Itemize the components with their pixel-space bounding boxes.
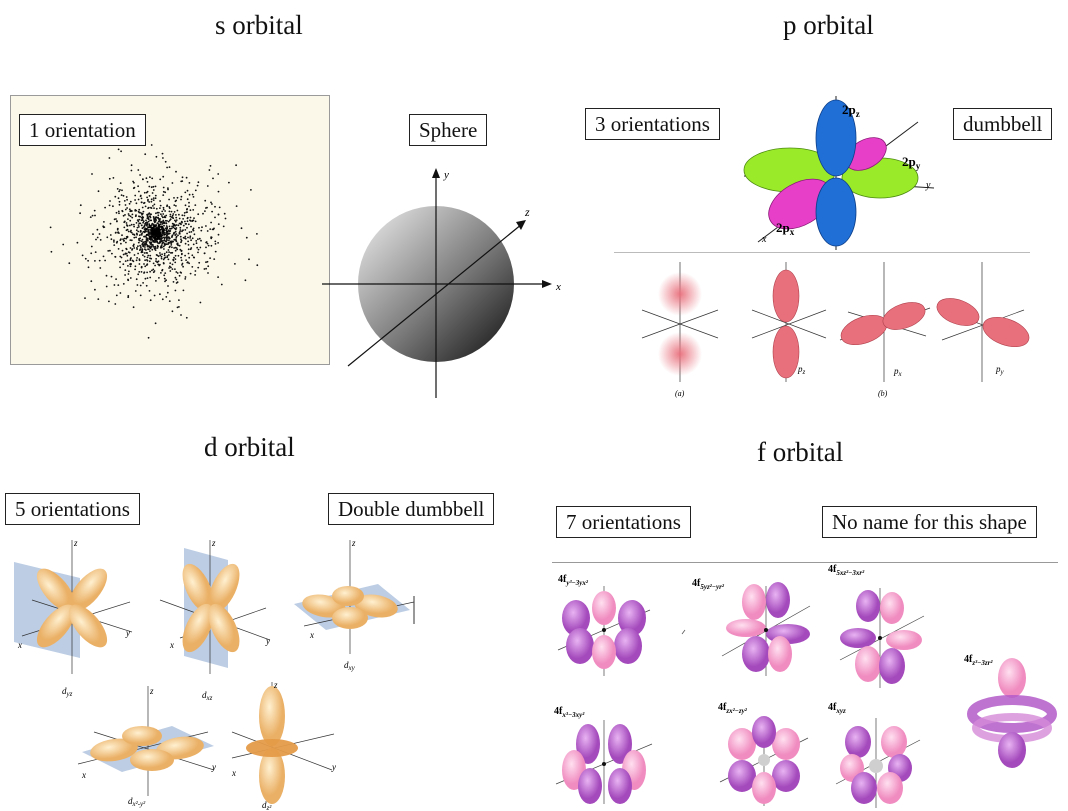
- f-label-zx2: 4fzx²−zy²: [718, 702, 748, 715]
- p-label-2py: 2py: [902, 154, 921, 171]
- f-label-z3: 4fz³−3zr²: [964, 654, 993, 667]
- f-label-x3: 4fx³−3xy²: [554, 706, 585, 719]
- f-orbitals-diagram: 4fy³−3yx² 4f5yz²−yr² 4f5xz²−3xr² 4fz³−3z…: [554, 564, 1057, 808]
- f-label-5xz2: 4f5xz²−3xr²: [828, 564, 865, 577]
- p-caption-a: (a): [675, 389, 685, 398]
- d-yz-axis-y: y: [125, 628, 130, 638]
- p-caption-px: px: [893, 366, 903, 378]
- d-xy-axis-z: z: [351, 538, 356, 548]
- f-panel-divider: [552, 562, 1058, 563]
- p-caption-b: (b): [878, 389, 888, 398]
- d-shape-label: Double dumbbell: [328, 493, 495, 525]
- f-orbital-title: f orbital: [757, 437, 844, 467]
- p-panel-px: px (b): [839, 262, 931, 398]
- d-xz-orbital: dxz y x z: [159, 538, 271, 702]
- d-z2-axis-z: z: [273, 680, 278, 690]
- s-electron-cloud: [49, 126, 259, 339]
- f-orientation-label: 7 orientations: [556, 506, 691, 538]
- d-x2y2-orbital: dx²-y² y x z: [77, 686, 216, 808]
- f-label-y3: 4fy³−3yx²: [558, 574, 589, 587]
- s-shape-label: Sphere: [409, 114, 488, 146]
- d-xy-orbital: dxy x z: [294, 538, 415, 672]
- d-x2y2-axis-y: y: [211, 762, 216, 772]
- p-lobe-z-bottom: [815, 177, 857, 247]
- f-5xz2-orbital: [839, 588, 925, 688]
- d-x2y2-axis-z: z: [149, 686, 154, 696]
- p-panel-a: (a): [641, 262, 719, 398]
- s-orbital-title: s orbital: [215, 10, 303, 40]
- d-xz-axis-x: x: [169, 640, 174, 650]
- f-label-xyz: 4fxyz: [828, 702, 846, 715]
- d-caption-z2: dz²: [262, 800, 272, 811]
- d-x2y2-axis-x: x: [81, 770, 86, 780]
- d-yz-axis-x: x: [17, 640, 22, 650]
- p3d-axis-y: y: [925, 180, 931, 191]
- f-y3-orbital: [557, 586, 651, 676]
- p-label-2pz: 2pz: [842, 102, 860, 119]
- f-zx2-orbital: [719, 716, 809, 806]
- d-orientation-label: 5 orientations: [5, 493, 140, 525]
- p-label-2px: 2px: [776, 220, 795, 237]
- p-panel-frame: [614, 252, 1030, 399]
- p-shape-label: dumbbell: [953, 108, 1053, 140]
- f-label-5yz2: 4f5yz²−yr²: [692, 578, 725, 591]
- d-z2-orbital: dz² y x z: [231, 680, 336, 811]
- p-caption-py: py: [995, 364, 1005, 376]
- d-z2-axis-x: x: [231, 768, 236, 778]
- s-axis-z: z: [524, 205, 530, 219]
- d-z2-axis-y: y: [331, 762, 336, 772]
- s-axis-x: x: [555, 281, 561, 293]
- d-orbital-title: d orbital: [204, 432, 295, 462]
- s-axis-y: y: [443, 169, 449, 181]
- d-xz-axis-y: y: [265, 636, 270, 646]
- d-caption-yz: dyz: [62, 686, 73, 698]
- f-shape-label: No name for this shape: [822, 506, 1037, 538]
- d-yz-axis-z: z: [73, 538, 78, 548]
- d-yz-orbital: dyz y x z: [14, 538, 133, 698]
- d-caption-xz: dxz: [202, 690, 213, 702]
- f-x3-orbital: [555, 720, 653, 804]
- p-orientation-label: 3 orientations: [585, 108, 720, 140]
- p-orbital-title: p orbital: [783, 10, 874, 40]
- p-panel-py: py: [936, 262, 1030, 382]
- p-panel-pz: pz: [751, 262, 827, 382]
- f-xyz-orbital: [835, 718, 921, 808]
- f-z3-orbital: [967, 658, 1057, 768]
- p-orbital-panels: (a) pz px (b) py: [641, 262, 1030, 398]
- p-lobe-z-top: [815, 99, 857, 177]
- f-5yz2-orbital: [721, 582, 811, 676]
- d-xz-axis-z: z: [211, 538, 216, 548]
- d-orbitals-diagram: dyz y x z dxz y x z dxy x z: [14, 538, 415, 811]
- p-orbital-3d: 2pz 2py 2px y x: [743, 96, 935, 250]
- s-sphere-diagram: y x z: [322, 168, 561, 398]
- d-xy-axis-x: x: [309, 630, 314, 640]
- p-caption-pz: pz: [797, 364, 806, 376]
- s-orientation-label: 1 orientation: [19, 114, 146, 146]
- d-caption-x2y2: dx²-y²: [128, 796, 146, 808]
- p3d-axis-x: x: [761, 234, 767, 245]
- d-caption-xy: dxy: [344, 660, 356, 672]
